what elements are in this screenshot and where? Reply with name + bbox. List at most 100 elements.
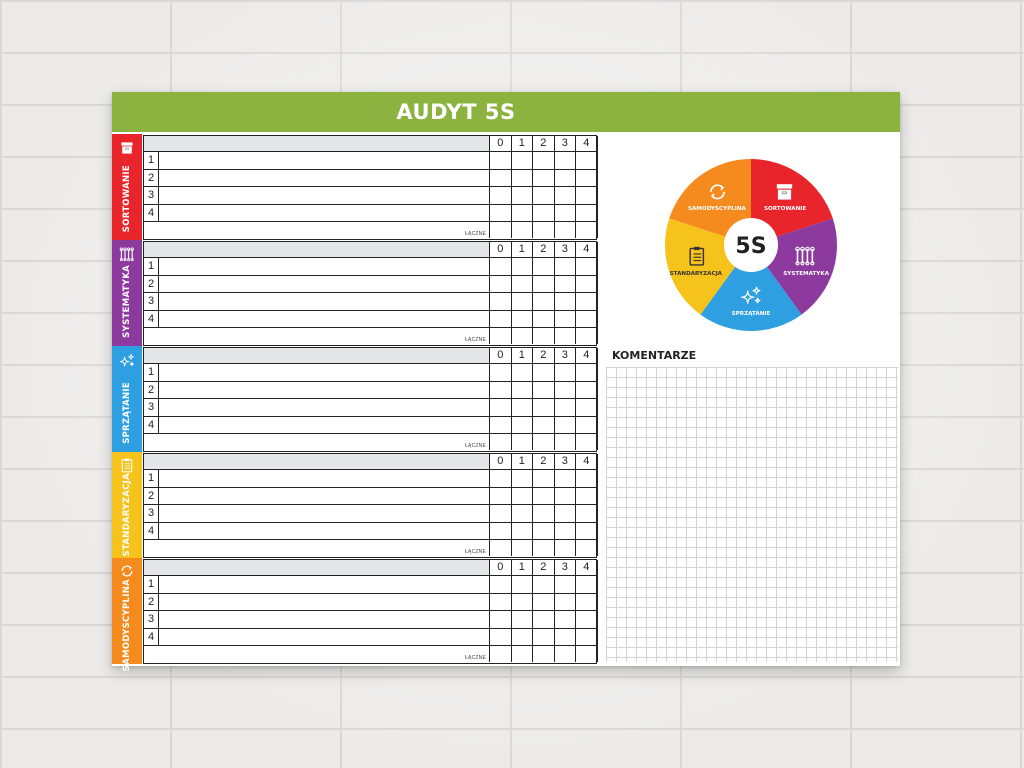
score-cell[interactable]: [576, 258, 598, 276]
score-cell[interactable]: [554, 187, 576, 205]
score-cell[interactable]: [533, 576, 555, 594]
score-cell[interactable]: [554, 611, 576, 629]
total-cell[interactable]: [576, 540, 598, 556]
score-cell[interactable]: [576, 522, 598, 540]
score-cell[interactable]: [511, 399, 533, 417]
score-cell[interactable]: [490, 258, 512, 276]
score-cell[interactable]: [554, 416, 576, 434]
score-cell[interactable]: [576, 470, 598, 488]
total-cell[interactable]: [490, 434, 512, 450]
audit-row[interactable]: 3: [144, 293, 490, 311]
audit-row[interactable]: 1: [144, 152, 490, 170]
score-cell[interactable]: [533, 487, 555, 505]
audit-row[interactable]: 3: [144, 611, 490, 629]
score-cell[interactable]: [511, 611, 533, 629]
score-cell[interactable]: [533, 169, 555, 187]
score-cell[interactable]: [490, 628, 512, 646]
total-cell[interactable]: [533, 222, 555, 238]
score-cell[interactable]: [576, 293, 598, 311]
score-cell[interactable]: [576, 576, 598, 594]
score-cell[interactable]: [490, 470, 512, 488]
comments-grid[interactable]: [606, 367, 898, 662]
score-cell[interactable]: [554, 275, 576, 293]
score-cell[interactable]: [533, 416, 555, 434]
total-cell[interactable]: [490, 328, 512, 344]
score-cell[interactable]: [576, 310, 598, 328]
total-cell[interactable]: [555, 222, 576, 238]
score-cell[interactable]: [490, 522, 512, 540]
total-cell[interactable]: [555, 434, 576, 450]
score-cell[interactable]: [511, 275, 533, 293]
score-cell[interactable]: [554, 628, 576, 646]
score-cell[interactable]: [576, 169, 598, 187]
score-cell[interactable]: [490, 399, 512, 417]
score-cell[interactable]: [554, 169, 576, 187]
score-cell[interactable]: [490, 310, 512, 328]
score-cell[interactable]: [511, 470, 533, 488]
audit-row[interactable]: 4: [144, 522, 490, 540]
score-cell[interactable]: [576, 187, 598, 205]
score-cell[interactable]: [511, 152, 533, 170]
total-cell[interactable]: [512, 328, 533, 344]
score-cell[interactable]: [533, 505, 555, 523]
score-cell[interactable]: [490, 487, 512, 505]
score-cell[interactable]: [533, 187, 555, 205]
score-cell[interactable]: [511, 258, 533, 276]
score-cell[interactable]: [554, 487, 576, 505]
total-cell[interactable]: [576, 222, 598, 238]
score-cell[interactable]: [533, 470, 555, 488]
score-cell[interactable]: [490, 152, 512, 170]
total-cell[interactable]: [576, 646, 598, 662]
score-cell[interactable]: [490, 416, 512, 434]
total-cell[interactable]: [512, 646, 533, 662]
score-cell[interactable]: [533, 364, 555, 382]
audit-row[interactable]: 1: [144, 258, 490, 276]
score-cell[interactable]: [554, 204, 576, 222]
audit-row[interactable]: 1: [144, 576, 490, 594]
audit-row[interactable]: 2: [144, 275, 490, 293]
audit-row[interactable]: 2: [144, 169, 490, 187]
audit-row[interactable]: 2: [144, 381, 490, 399]
score-cell[interactable]: [490, 275, 512, 293]
total-cell[interactable]: [555, 646, 576, 662]
score-cell[interactable]: [533, 293, 555, 311]
score-cell[interactable]: [511, 187, 533, 205]
score-cell[interactable]: [554, 399, 576, 417]
total-cell[interactable]: [576, 328, 598, 344]
score-cell[interactable]: [490, 169, 512, 187]
score-cell[interactable]: [533, 152, 555, 170]
audit-row[interactable]: 3: [144, 399, 490, 417]
score-cell[interactable]: [490, 576, 512, 594]
total-cell[interactable]: [533, 540, 555, 556]
score-cell[interactable]: [490, 505, 512, 523]
score-cell[interactable]: [576, 416, 598, 434]
audit-row[interactable]: 1: [144, 364, 490, 382]
score-cell[interactable]: [554, 593, 576, 611]
audit-row[interactable]: 2: [144, 593, 490, 611]
score-cell[interactable]: [511, 593, 533, 611]
total-cell[interactable]: [555, 328, 576, 344]
score-cell[interactable]: [576, 275, 598, 293]
score-cell[interactable]: [576, 487, 598, 505]
score-cell[interactable]: [576, 628, 598, 646]
score-cell[interactable]: [576, 364, 598, 382]
score-cell[interactable]: [554, 381, 576, 399]
score-cell[interactable]: [576, 505, 598, 523]
score-cell[interactable]: [533, 399, 555, 417]
score-cell[interactable]: [490, 381, 512, 399]
audit-row[interactable]: 2: [144, 487, 490, 505]
score-cell[interactable]: [490, 204, 512, 222]
score-cell[interactable]: [511, 487, 533, 505]
score-cell[interactable]: [554, 310, 576, 328]
score-cell[interactable]: [511, 628, 533, 646]
audit-row[interactable]: 1: [144, 470, 490, 488]
score-cell[interactable]: [576, 204, 598, 222]
score-cell[interactable]: [533, 204, 555, 222]
score-cell[interactable]: [490, 364, 512, 382]
score-cell[interactable]: [511, 522, 533, 540]
score-cell[interactable]: [576, 611, 598, 629]
total-cell[interactable]: [490, 646, 512, 662]
score-cell[interactable]: [511, 169, 533, 187]
audit-row[interactable]: 4: [144, 310, 490, 328]
score-cell[interactable]: [511, 364, 533, 382]
